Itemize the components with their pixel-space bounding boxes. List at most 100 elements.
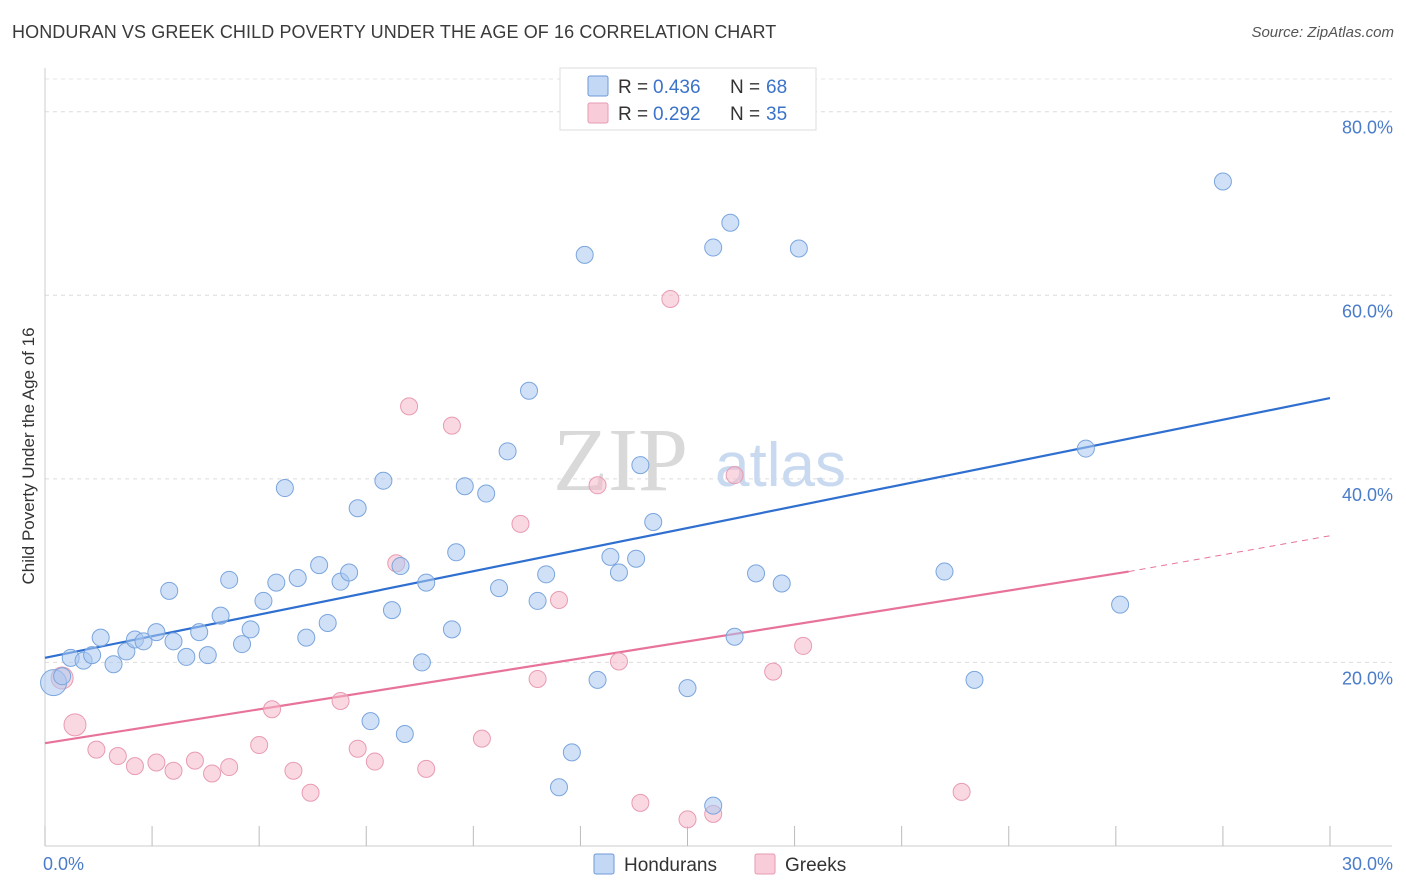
honduran-point-38 bbox=[447, 543, 466, 562]
honduran-point-66 bbox=[1111, 595, 1130, 614]
honduran-point-58 bbox=[721, 213, 740, 232]
greek-point-32 bbox=[764, 662, 783, 681]
bottom-legend-swatch-greeks bbox=[754, 853, 776, 875]
legend: R = 0.436 N = 68 R = 0.292 N = 35 bbox=[559, 67, 817, 131]
source-credit: Source: ZipAtlas.com bbox=[1251, 24, 1394, 41]
greek-point-11 bbox=[263, 700, 282, 719]
honduran-point-34 bbox=[395, 725, 414, 744]
trend-lines bbox=[44, 397, 1331, 745]
greek-point-13 bbox=[301, 783, 320, 802]
honduran-point-50 bbox=[601, 547, 620, 566]
greek-point-20 bbox=[442, 416, 461, 435]
honduran-point-6 bbox=[104, 655, 123, 674]
honduran-point-51 bbox=[609, 563, 628, 582]
honduran-point-37 bbox=[442, 620, 461, 639]
honduran-point-36 bbox=[417, 573, 436, 592]
greek-point-34 bbox=[952, 782, 971, 801]
honduran-point-41 bbox=[490, 579, 509, 598]
honduran-point-17 bbox=[220, 570, 239, 589]
honduran-point-47 bbox=[562, 743, 581, 762]
honduran-point-48 bbox=[575, 245, 594, 264]
legend-r-value-greeks: 0.292 bbox=[653, 104, 701, 125]
greek-point-3 bbox=[108, 747, 127, 766]
honduran-point-14 bbox=[190, 623, 209, 642]
bottom-legend: Hondurans Greeks bbox=[593, 853, 846, 876]
x-tick-label-0: 0.0% bbox=[43, 854, 84, 874]
honduran-point-46 bbox=[550, 778, 568, 797]
greek-point-5 bbox=[147, 753, 166, 772]
legend-r-label-hondurans: R = bbox=[618, 77, 648, 98]
honduran-point-16 bbox=[211, 606, 230, 625]
y-tick-label-2: 60.0% bbox=[1342, 301, 1393, 321]
greek-point-29 bbox=[678, 810, 697, 829]
greek-point-24 bbox=[550, 591, 568, 610]
greek-point-26 bbox=[609, 652, 628, 671]
greek-point-25 bbox=[588, 476, 607, 495]
honduran-point-32 bbox=[382, 601, 401, 620]
honduran-point-43 bbox=[520, 381, 539, 400]
watermark-zip: ZIP bbox=[553, 411, 688, 510]
honduran-point-29 bbox=[348, 499, 367, 518]
greek-point-1 bbox=[63, 713, 87, 737]
axes bbox=[44, 68, 1392, 847]
greek-trend-extension bbox=[1128, 535, 1331, 573]
greek-point-8 bbox=[203, 764, 222, 783]
chart-title: HONDURAN VS GREEK CHILD POVERTY UNDER TH… bbox=[12, 22, 777, 42]
honduran-point-4 bbox=[83, 646, 102, 665]
honduran-point-24 bbox=[297, 628, 316, 647]
greek-point-27 bbox=[631, 793, 650, 812]
greek-point-18 bbox=[400, 397, 419, 416]
legend-swatch-hondurans bbox=[587, 75, 609, 97]
honduran-point-61 bbox=[772, 574, 791, 593]
honduran-point-53 bbox=[631, 456, 650, 475]
watermark-atlas: atlas bbox=[715, 431, 846, 500]
honduran-point-62 bbox=[789, 239, 808, 258]
legend-swatch-greeks bbox=[587, 102, 609, 124]
legend-n-value-hondurans: 68 bbox=[766, 77, 787, 98]
honduran-point-31 bbox=[374, 471, 393, 490]
honduran-point-59 bbox=[725, 627, 744, 646]
legend-r-value-hondurans: 0.436 bbox=[653, 77, 701, 98]
greek-point-2 bbox=[87, 740, 106, 759]
grid-lines bbox=[45, 78, 1392, 663]
greek-point-28 bbox=[661, 289, 680, 308]
bottom-legend-hondurans: Hondurans bbox=[624, 855, 717, 876]
honduran-point-45 bbox=[537, 565, 556, 584]
honduran-point-26 bbox=[318, 613, 337, 632]
y-tick-label-0: 20.0% bbox=[1342, 668, 1393, 688]
legend-n-label-greeks: N = bbox=[730, 104, 760, 125]
honduran-point-33 bbox=[391, 557, 410, 576]
honduran-point-39 bbox=[455, 477, 474, 496]
greek-point-16 bbox=[365, 752, 384, 771]
legend-n-value-greeks: 35 bbox=[766, 104, 787, 125]
honduran-point-52 bbox=[627, 549, 646, 568]
greek-point-19 bbox=[417, 759, 436, 778]
greek-point-6 bbox=[164, 761, 183, 780]
bottom-legend-greeks: Greeks bbox=[785, 855, 846, 876]
greek-point-7 bbox=[185, 751, 204, 770]
greek-point-15 bbox=[348, 739, 367, 758]
greek-point-31 bbox=[725, 466, 744, 485]
honduran-point-30 bbox=[361, 712, 380, 731]
honduran-point-54 bbox=[644, 512, 663, 531]
greek-point-21 bbox=[472, 729, 491, 748]
honduran-point-19 bbox=[241, 620, 260, 639]
honduran-point-60 bbox=[747, 564, 766, 583]
honduran-trend-line bbox=[44, 397, 1331, 659]
honduran-point-13 bbox=[177, 647, 196, 666]
data-points bbox=[40, 172, 1232, 829]
honduran-point-67 bbox=[1213, 172, 1232, 191]
honduran-point-40 bbox=[477, 484, 496, 503]
honduran-point-18 bbox=[233, 635, 252, 654]
legend-n-label-hondurans: N = bbox=[730, 77, 760, 98]
honduran-point-57 bbox=[704, 238, 723, 257]
honduran-point-15 bbox=[198, 646, 217, 665]
tick-labels: 0.0% 30.0% 20.0% 40.0% 60.0% 80.0% bbox=[43, 118, 1393, 874]
y-tick-label-1: 40.0% bbox=[1342, 485, 1393, 505]
honduran-point-23 bbox=[288, 568, 307, 587]
honduran-point-9 bbox=[134, 632, 153, 651]
greek-point-4 bbox=[125, 757, 144, 776]
honduran-point-65 bbox=[1076, 439, 1095, 458]
honduran-point-22 bbox=[275, 479, 294, 498]
